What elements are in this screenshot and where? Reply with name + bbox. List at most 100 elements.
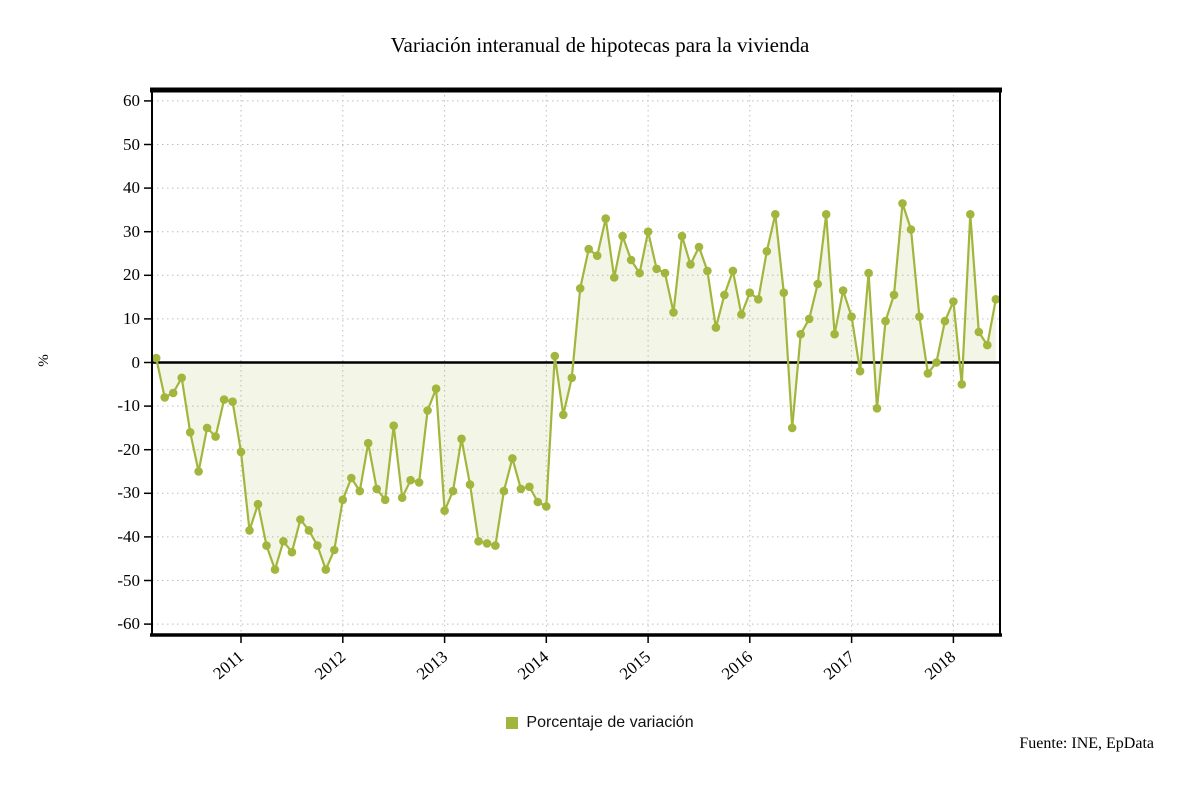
data-point xyxy=(160,393,169,402)
data-point xyxy=(185,428,195,437)
legend: Porcentaje de variación xyxy=(0,714,1200,734)
data-point xyxy=(626,255,636,265)
data-point xyxy=(304,526,314,535)
data-point xyxy=(643,227,653,236)
data-point xyxy=(660,268,670,278)
data-point xyxy=(915,312,924,322)
data-point xyxy=(711,323,721,332)
data-point xyxy=(821,210,831,219)
data-point xyxy=(923,369,933,378)
data-point xyxy=(491,541,500,550)
data-point xyxy=(957,380,967,389)
data-point xyxy=(448,486,458,496)
data-point xyxy=(397,493,407,503)
data-point xyxy=(813,279,822,289)
data-point xyxy=(550,351,560,361)
data-point xyxy=(940,316,950,326)
data-point xyxy=(245,526,254,535)
data-point xyxy=(898,199,907,208)
data-point xyxy=(296,515,305,524)
data-point xyxy=(211,432,220,441)
data-point xyxy=(864,268,873,278)
data-point xyxy=(983,340,992,350)
data-point xyxy=(787,423,797,433)
data-point xyxy=(754,295,763,304)
data-point xyxy=(168,388,178,398)
y-tick-label: 20 xyxy=(123,265,140,285)
data-line xyxy=(155,202,997,571)
data-point xyxy=(482,539,492,548)
y-tick-label: 10 xyxy=(123,308,140,328)
data-point xyxy=(287,547,297,557)
data-point xyxy=(609,273,619,282)
data-point xyxy=(991,295,1001,304)
data-point xyxy=(796,329,805,339)
data-point xyxy=(728,266,738,276)
data-point xyxy=(236,447,246,457)
data-point xyxy=(762,247,772,256)
data-point xyxy=(830,329,839,339)
data-point xyxy=(355,486,365,496)
data-point xyxy=(575,284,585,293)
data-point xyxy=(737,310,746,319)
data-point xyxy=(516,484,526,494)
data-point xyxy=(635,268,644,278)
data-point xyxy=(347,473,356,483)
data-point xyxy=(677,231,687,241)
data-point xyxy=(363,438,373,448)
data-point xyxy=(855,366,865,376)
data-point xyxy=(440,506,449,515)
legend-label: Porcentaje de variación xyxy=(526,714,694,731)
y-tick-label: -60 xyxy=(117,614,140,634)
data-point xyxy=(253,499,263,509)
y-tick-label: -10 xyxy=(117,396,140,416)
data-point xyxy=(525,482,534,492)
y-tick-label: 0 xyxy=(131,352,141,372)
data-point xyxy=(406,475,415,485)
data-point xyxy=(499,486,509,496)
data-point xyxy=(533,497,543,507)
y-tick-label: 50 xyxy=(123,134,140,154)
data-point xyxy=(838,286,848,295)
data-point xyxy=(601,214,610,223)
data-point xyxy=(881,316,890,326)
data-point xyxy=(949,297,958,306)
data-point xyxy=(932,358,941,367)
data-point xyxy=(804,314,814,324)
data-point xyxy=(228,397,237,407)
data-point xyxy=(889,290,899,300)
data-point xyxy=(380,495,390,505)
data-point xyxy=(338,495,348,505)
data-point xyxy=(906,225,916,234)
data-point xyxy=(262,541,271,550)
y-tick-label: -50 xyxy=(117,570,140,590)
data-point xyxy=(457,434,466,444)
data-point xyxy=(151,353,161,363)
data-point xyxy=(194,467,203,476)
data-point xyxy=(270,565,280,574)
data-point xyxy=(202,423,212,433)
data-point xyxy=(966,210,975,219)
data-point xyxy=(669,308,678,317)
data-point xyxy=(330,545,339,555)
data-point xyxy=(686,260,695,269)
data-point xyxy=(618,231,627,241)
data-point xyxy=(872,404,882,413)
data-point xyxy=(321,565,331,574)
chart-title: Variación interanual de hipotecas para l… xyxy=(390,33,810,57)
data-point xyxy=(465,480,475,489)
y-tick-label: -30 xyxy=(117,483,140,503)
data-point xyxy=(219,395,229,404)
area-fill xyxy=(156,203,996,570)
data-point xyxy=(542,502,551,511)
data-point xyxy=(474,537,483,546)
data-point xyxy=(313,541,322,550)
data-point xyxy=(974,327,984,337)
data-point xyxy=(652,264,661,274)
data-point xyxy=(559,410,568,420)
data-point xyxy=(703,266,712,276)
data-point xyxy=(584,244,593,254)
data-point xyxy=(372,484,382,494)
data-point xyxy=(414,478,424,487)
